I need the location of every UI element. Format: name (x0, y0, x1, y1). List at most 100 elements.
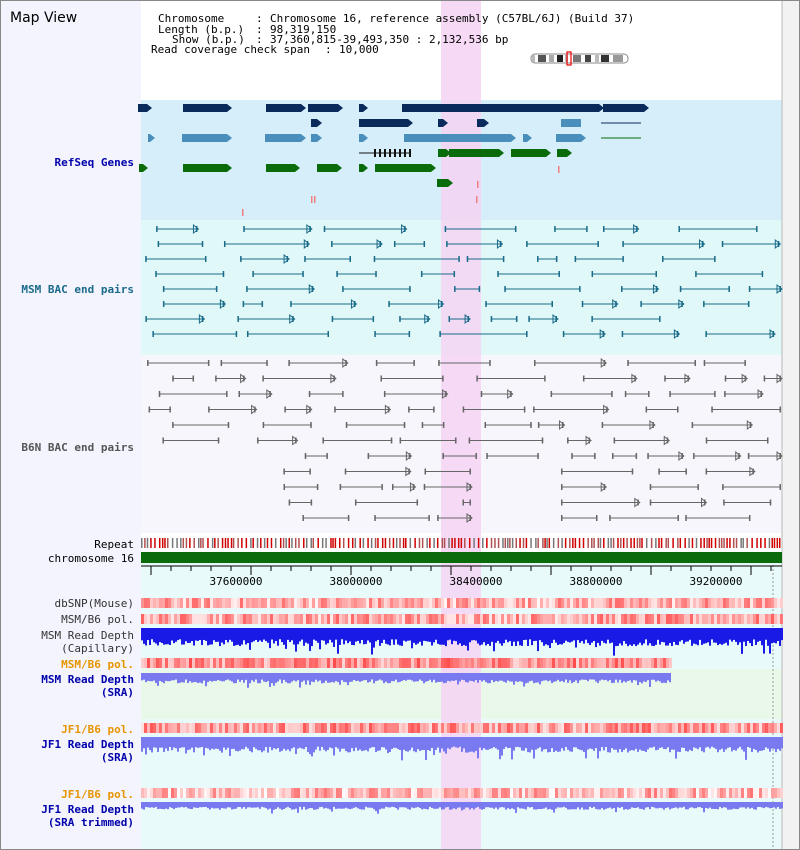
jf1-b6-pol-2-heat (723, 788, 726, 798)
repeat-mark (303, 538, 305, 548)
jf1-b6-pol-2-heat (315, 788, 318, 798)
track-label-msm-bac[interactable]: MSM BAC end pairs (21, 283, 134, 296)
msm-depth-cap-bar (187, 628, 189, 644)
repeat-mark (230, 538, 233, 548)
msm-depth-cap-bar (203, 628, 205, 640)
jf1-depth-bar (329, 737, 331, 748)
msm-b6-pol-heat (417, 614, 420, 624)
repeat-mark (665, 538, 667, 548)
msm-b6-pol-2-heat (312, 658, 315, 668)
dbsnp-heat (357, 598, 360, 608)
jf1-depth-trimmed-bar (611, 802, 613, 809)
msm-depth-cap-bar (237, 628, 239, 645)
msm-depth-sra-bar (527, 673, 529, 683)
msm-b6-pol-2-heat (519, 658, 522, 668)
jf1-b6-pol-heat (741, 723, 744, 733)
b6n-bac-pair-end (537, 422, 540, 428)
dbsnp-heat (387, 598, 390, 608)
track-label-msm-b6-pol-2[interactable]: MSM/B6 pol. (61, 658, 134, 671)
jf1-b6-pol-heat (498, 723, 501, 733)
msm-bac-pair-end (772, 331, 775, 337)
msm-depth-sra-bar (411, 673, 413, 681)
msm-depth-cap-bar (497, 628, 499, 641)
repeat-mark (291, 538, 293, 548)
track-label-msm-depth-cap[interactable]: MSM Read Depth (41, 629, 134, 642)
jf1-b6-pol-heat (234, 723, 237, 733)
track-label-dbsnp[interactable]: dbSNP(Mouse) (54, 597, 134, 610)
msm-depth-sra-bar (251, 673, 253, 681)
msm-depth-cap-bar (643, 628, 645, 644)
msm-depth-cap-bar (395, 628, 397, 640)
msm-depth-cap-bar (533, 628, 535, 642)
msm-bac-pair-end (586, 226, 588, 232)
msm-b6-pol-heat (669, 614, 672, 624)
msm-b6-pol-2-heat (267, 658, 270, 668)
jf1-depth-bar (589, 737, 591, 749)
b6n-bac-pair-end (227, 422, 230, 428)
jf1-depth-bar (179, 737, 181, 749)
msm-depth-cap-bar (457, 628, 459, 645)
jf1-depth-bar (627, 737, 629, 753)
jf1-b6-pol-heat (387, 723, 390, 733)
msm-bac-pair-arrow (769, 328, 776, 340)
msm-b6-pol-2-heat (321, 658, 324, 668)
msm-depth-cap-bar (305, 628, 307, 643)
jf1-depth-trimmed-bar (545, 802, 547, 808)
jf1-depth-trimmed-bar (449, 802, 451, 810)
dbsnp-heat (180, 598, 183, 608)
jf1-depth-trimmed-bar (473, 802, 475, 810)
repeat-mark (332, 538, 334, 548)
repeat-mark (537, 538, 539, 548)
msm-depth-cap-bar (619, 628, 621, 644)
jf1-b6-pol-2-heat (237, 788, 240, 798)
jf1-b6-pol-heat (267, 723, 270, 733)
track-label-jf1-depth[interactable]: JF1 Read Depth (41, 738, 134, 751)
msm-depth-sra-bar (219, 673, 221, 681)
dbsnp-heat (186, 598, 189, 608)
jf1-depth-bar (763, 737, 765, 750)
jf1-depth-trimmed-bar (253, 802, 255, 808)
msm-depth-sra-bar (469, 673, 471, 681)
jf1-depth-bar (655, 737, 657, 751)
jf1-depth-bar (609, 737, 611, 753)
jf1-b6-pol-heat (474, 723, 477, 733)
dbsnp-heat (381, 598, 384, 608)
msm-bac-pair-end (622, 241, 624, 247)
msm-b6-pol-2-heat (216, 658, 219, 668)
msm-b6-pol-heat (345, 614, 348, 624)
jf1-depth-bar (469, 737, 471, 752)
msm-bac-pair-end (747, 301, 750, 307)
track-label-b6n-bac[interactable]: B6N BAC end pairs (21, 441, 134, 454)
track-label-msm-depth-sra-sub: (SRA) (100, 686, 134, 699)
refseq-gene-light-arrow (317, 134, 322, 142)
track-label-jf1-b6-pol-1[interactable]: JF1/B6 pol. (61, 723, 134, 736)
repeat-mark (211, 538, 214, 548)
jf1-depth-bar (301, 737, 303, 749)
msm-bac-pair-end (331, 316, 334, 322)
jf1-depth-trimmed-bar (233, 802, 235, 809)
jf1-b6-pol-heat (363, 723, 366, 733)
track-label-jf1-depth-trimmed[interactable]: JF1 Read Depth (41, 803, 134, 816)
length-value: 98,319,150 (270, 23, 337, 36)
track-label-refseq[interactable]: RefSeq Genes (54, 156, 134, 169)
track-label-msm-b6-pol-1[interactable]: MSM/B6 pol. (61, 613, 134, 626)
msm-depth-sra-bar (523, 673, 525, 687)
msm-b6-pol-2-heat (495, 658, 498, 668)
jf1-b6-pol-heat (384, 723, 387, 733)
dbsnp-heat (420, 598, 423, 608)
b6n-bac-pair-end (779, 375, 781, 382)
jf1-depth-bar (407, 737, 409, 752)
msm-b6-pol-2-heat (207, 658, 210, 668)
msm-bac-pair-end (237, 316, 239, 322)
b6n-bac-pair-arrow (746, 419, 754, 431)
jf1-depth-bar (483, 737, 485, 749)
track-label-jf1-b6-pol-2[interactable]: JF1/B6 pol. (61, 788, 134, 801)
jf1-b6-pol-2-heat (297, 788, 300, 798)
repeat-mark (740, 538, 742, 548)
jf1-depth-bar (149, 737, 151, 751)
track-label-msm-depth-sra[interactable]: MSM Read Depth (41, 673, 134, 686)
msm-b6-pol-heat (672, 614, 675, 624)
dbsnp-heat (543, 598, 546, 608)
msm-depth-cap-bar (723, 628, 725, 644)
